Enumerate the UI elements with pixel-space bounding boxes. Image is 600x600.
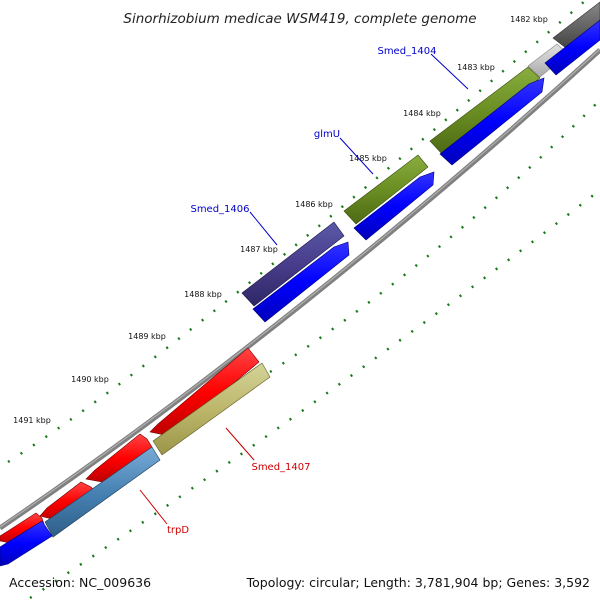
- leader-glmu: [339, 137, 374, 175]
- gene-block-trpd[interactable]: [44, 446, 161, 538]
- gene-label[interactable]: Smed_1407: [251, 462, 310, 473]
- gene-block-smed-1404[interactable]: [429, 66, 541, 155]
- ruler-label: 1489 kbp: [128, 332, 166, 341]
- ruler-label: 1483 kbp: [457, 63, 495, 72]
- ruler-label: 1485 kbp: [349, 154, 387, 163]
- tick-marks: [7, 0, 600, 600]
- ruler-label: 1486 kbp: [295, 200, 333, 209]
- cds-arrow-3[interactable]: [353, 171, 435, 241]
- ruler-label: 1490 kbp: [71, 375, 109, 384]
- gene-labels: [139, 53, 469, 525]
- gene-block-smed-1407[interactable]: [152, 362, 271, 456]
- genome-summary: Topology: circular; Length: 3,781,904 bp…: [246, 575, 590, 590]
- cds-arrow-4[interactable]: [252, 241, 350, 323]
- ruler-label: 1484 kbp: [403, 109, 441, 118]
- map-title: Sinorhizobium medicae WSM419, complete g…: [123, 11, 476, 27]
- cds-arrow-1[interactable]: [544, 19, 600, 76]
- reverse-track: [0, 347, 271, 567]
- ruler-labels: 1482 kbp 1483 kbp 1484 kbp 1485 kbp 1486 kbp…: [13, 15, 548, 425]
- gene-block-smed-1406[interactable]: [241, 221, 345, 307]
- gene-label[interactable]: Smed_1404: [377, 46, 436, 57]
- accession-label: Accession: NC_009636: [9, 575, 151, 590]
- ruler-label: 1482 kbp: [510, 15, 548, 24]
- leader-trpd: [139, 489, 168, 525]
- leader-smed-1406: [249, 211, 278, 246]
- forward-track: [241, 1, 600, 323]
- genome-backbone: [0, 48, 600, 531]
- gene-label[interactable]: trpD: [167, 525, 189, 536]
- ruler-label: 1491 kbp: [13, 416, 51, 425]
- cds-blue-lower[interactable]: [0, 520, 53, 567]
- gene-label[interactable]: glmU: [314, 129, 340, 140]
- ruler-label: 1488 kbp: [184, 290, 222, 299]
- cds-arrow-2[interactable]: [439, 77, 545, 166]
- gene-block-glmu[interactable]: [343, 154, 429, 225]
- gene-label-text: Smed_1404 glmU Smed_1406 Smed_1407 trpD: [167, 46, 437, 536]
- leader-smed-1407: [225, 427, 255, 461]
- gene-label[interactable]: Smed_1406: [190, 204, 249, 215]
- gene-block-gray[interactable]: [552, 1, 600, 49]
- ruler-label: 1487 kbp: [240, 245, 278, 254]
- leader-smed-1404: [430, 53, 469, 90]
